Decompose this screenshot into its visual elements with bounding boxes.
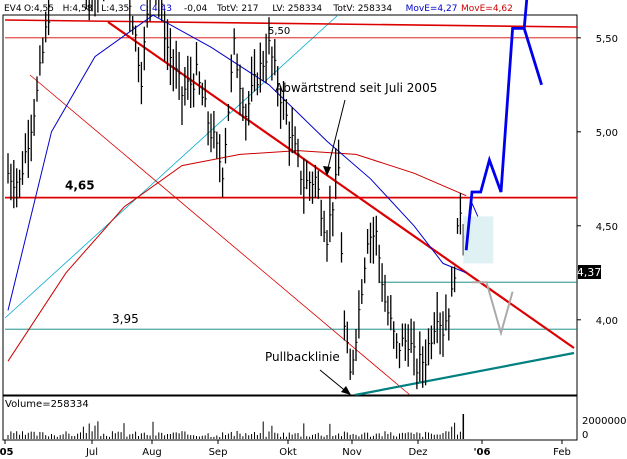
last-price-marker: 4,37: [577, 265, 602, 279]
forecast-scenario: [464, 0, 543, 337]
x-tick-label: Nov: [342, 447, 362, 458]
header-item-7: TotV: 258334: [332, 4, 392, 14]
x-tick-label: Jul: [85, 447, 98, 458]
moving-averages: [7, 14, 467, 362]
x-tick-label: Okt: [279, 447, 297, 458]
x-tick-label: '06: [474, 447, 491, 458]
volume-scale-label: 2000000: [582, 416, 627, 427]
level-395-label: 3,95: [112, 312, 139, 326]
forecast-down-path: [472, 281, 514, 337]
annotation-pullback-arrowhead: [341, 386, 351, 395]
volume-zero-label: 0: [582, 430, 588, 441]
y-tick-label: 5,50: [596, 34, 618, 45]
header-item-3: C: 4,43: [140, 4, 172, 14]
annotation-trend-arrowhead: [323, 166, 331, 176]
last-price-label: 4,37: [577, 266, 602, 279]
x-tick-label: '05: [0, 447, 14, 458]
header-item-9: MovE=4,62: [461, 4, 513, 14]
y-tick-label: 4,50: [596, 222, 618, 233]
y-tick-label: 4,00: [596, 316, 618, 327]
pullback-line: [354, 351, 575, 397]
header-item-0: O:4,55: [24, 4, 54, 14]
annotation-pullback: Pullbacklinie: [265, 350, 340, 364]
price-series: [7, 0, 494, 390]
volume-bars: [7, 414, 465, 439]
downtrend-line: [107, 21, 575, 349]
x-tick-label: Dez: [408, 447, 427, 458]
top-resistance-line: [4, 19, 578, 28]
x-tick-label: Aug: [142, 447, 162, 458]
annotation-trend-arrow: [326, 99, 346, 173]
header-item-8: MovE=4,27: [406, 4, 458, 14]
volume-pane: [2, 395, 578, 441]
forecast-branch-path: [522, 27, 543, 86]
trendlines: [107, 21, 575, 397]
ma-fast-line: [7, 14, 467, 311]
level-550-label: 5,50: [268, 26, 290, 37]
header-item-2: L:4,35: [101, 4, 129, 14]
x-tick-label: Feb: [553, 447, 571, 458]
ma-slow-line: [7, 150, 467, 362]
header-item-4: -0,04: [184, 4, 208, 14]
annotations: Abwärtstrend seit Juli 2005 Pullbacklinie…: [65, 26, 437, 395]
header-row: EV4 O:4,55 H:4,58 L:4,35 C: 4,43 -0,04 TotV: 2…: [4, 4, 513, 14]
horizontal-levels: [4, 19, 578, 330]
x-axis: '05 Jul Aug Sep Okt Nov Dez '06 Feb: [0, 440, 571, 458]
price-pane: [2, 14, 578, 396]
header-item-6: LV: 258334: [272, 4, 322, 14]
channel-line: [4, 14, 339, 319]
header-item-1: H:4,58: [63, 4, 93, 14]
header-item-5: TotV: 217: [216, 4, 259, 14]
y-axis: 6,005,505,004,504,00: [577, 34, 618, 327]
x-tick-label: Sep: [209, 447, 228, 458]
header-bar: [0, 0, 627, 14]
annotation-trend: Abwärtstrend seit Juli 2005: [275, 81, 437, 95]
annotation-pullback-arrow: [319, 369, 349, 394]
y-tick-label: 5,00: [596, 128, 618, 139]
forecast-up-path: [464, 0, 529, 251]
header-symbol: EV4: [4, 4, 22, 14]
volume-label: Volume=258334: [5, 399, 89, 410]
forecast-small-up: [465, 201, 479, 251]
level-465-label: 4,65: [65, 179, 95, 193]
